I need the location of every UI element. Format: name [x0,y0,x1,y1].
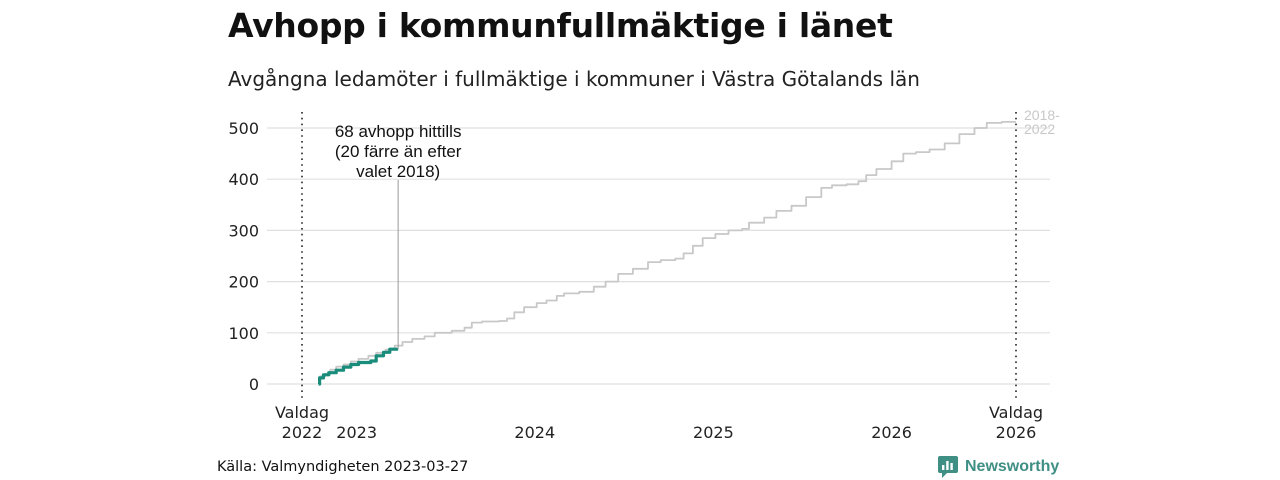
series-line-current [318,347,399,386]
series-label-line1: 2018- [1024,107,1060,123]
source-note: Källa: Valmyndigheten 2023-03-27 [217,459,469,475]
brand: Newsworthy [938,456,1059,478]
x-tick-label: 2026 [871,423,912,442]
y-tick-label: 0 [249,375,259,394]
x-tick-label: 2024 [514,423,555,442]
x-tick-label: 2023 [336,423,377,442]
chart-title: Avhopp i kommunfullmäktige i länet [228,6,893,45]
x-tick-label: 2025 [693,423,734,442]
annotation-text: valet 2018) [356,162,440,181]
election-day-label: Valdag [275,403,329,422]
brand-name: Newsworthy [965,458,1060,475]
chart-subtitle: Avgångna ledamöter i fullmäktige i kommu… [228,67,920,91]
y-tick-label: 300 [228,221,259,240]
election-day-year: 2022 [282,423,323,442]
y-tick-label: 400 [228,170,259,189]
line-chart: 0100200300400500Valdag2022Valdag20262023… [228,107,1060,442]
y-tick-label: 100 [228,324,259,343]
annotation-text: (20 färre än efter [335,142,462,161]
series-label-line2: 2022 [1024,121,1055,137]
election-day-label: Valdag [989,403,1043,422]
newsworthy-logo-icon [938,456,958,478]
y-tick-label: 200 [228,273,259,292]
annotation-text: 68 avhopp hittills [335,122,462,141]
y-tick-label: 500 [228,119,259,138]
election-day-year: 2026 [996,423,1037,442]
